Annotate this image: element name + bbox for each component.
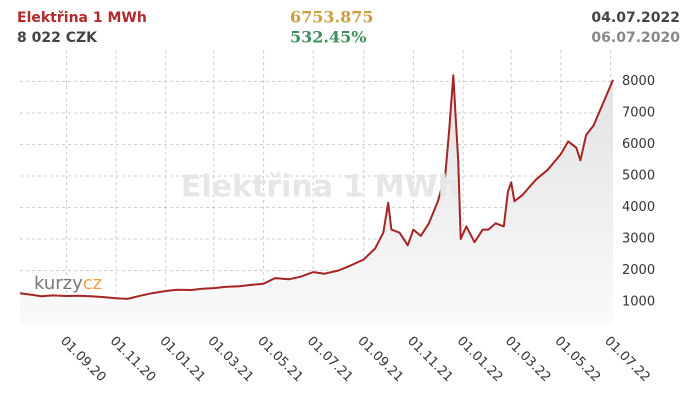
y-tick-label: 4000 xyxy=(622,200,655,215)
y-tick-label: 5000 xyxy=(622,169,655,184)
x-tick-label: 01.01.22 xyxy=(454,334,506,386)
y-tick-label: 8000 xyxy=(622,74,655,89)
logo-right: cz xyxy=(83,273,102,294)
x-tick-label: 01.05.21 xyxy=(254,334,306,386)
x-tick-label: 01.01.21 xyxy=(157,334,209,386)
y-tick-label: 1000 xyxy=(622,295,655,310)
y-tick-label: 3000 xyxy=(622,232,655,247)
index-value: 6753.875 xyxy=(290,8,374,27)
x-tick-label: 01.11.21 xyxy=(404,334,456,386)
y-tick-label: 2000 xyxy=(622,263,655,278)
price: 8 022 CZK xyxy=(17,30,98,46)
title: Elektřina 1 MWh xyxy=(17,10,147,26)
x-tick-label: 01.07.22 xyxy=(601,334,653,386)
area xyxy=(20,75,613,325)
date-to: 04.07.2022 xyxy=(591,10,680,26)
x-tick-label: 01.09.20 xyxy=(57,334,109,386)
logo: kurzycz xyxy=(34,273,102,294)
y-tick-label: 7000 xyxy=(622,106,655,121)
x-tick-label: 01.07.21 xyxy=(304,334,356,386)
line xyxy=(19,74,614,300)
x-tick-label: 01.05.22 xyxy=(552,334,604,386)
x-tick-label: 01.11.20 xyxy=(107,334,159,386)
x-tick-label: 01.09.21 xyxy=(354,334,406,386)
x-tick-label: 01.03.21 xyxy=(205,334,257,386)
logo-left: kurzy xyxy=(34,273,83,294)
x-tick-label: 01.03.22 xyxy=(502,334,554,386)
plot: 1000 2000 3000 4000 5000 6000 7000 8000 01.09.20… xyxy=(19,50,655,386)
y-tick-label: 6000 xyxy=(622,137,655,152)
date-from: 06.07.2020 xyxy=(591,30,680,46)
change: 532.45% xyxy=(290,28,366,47)
watermark: Elektřina 1 MWh xyxy=(181,170,459,205)
